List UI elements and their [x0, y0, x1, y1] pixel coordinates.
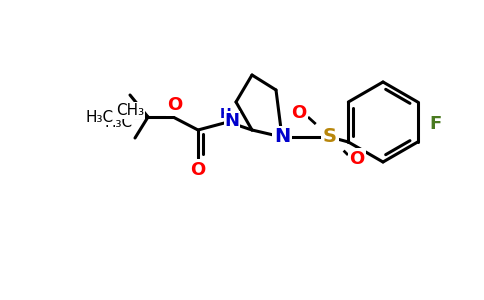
- Text: O: O: [349, 150, 364, 168]
- Text: H: H: [220, 107, 232, 121]
- Text: H₃C: H₃C: [86, 110, 114, 124]
- Text: N: N: [225, 112, 240, 130]
- Text: CH₃: CH₃: [116, 103, 144, 118]
- Text: N: N: [274, 128, 290, 146]
- Text: F: F: [429, 115, 442, 133]
- Text: O: O: [190, 161, 206, 179]
- Text: O: O: [167, 96, 182, 114]
- Text: H₃C: H₃C: [105, 115, 133, 130]
- Text: S: S: [323, 128, 337, 146]
- Text: O: O: [291, 104, 307, 122]
